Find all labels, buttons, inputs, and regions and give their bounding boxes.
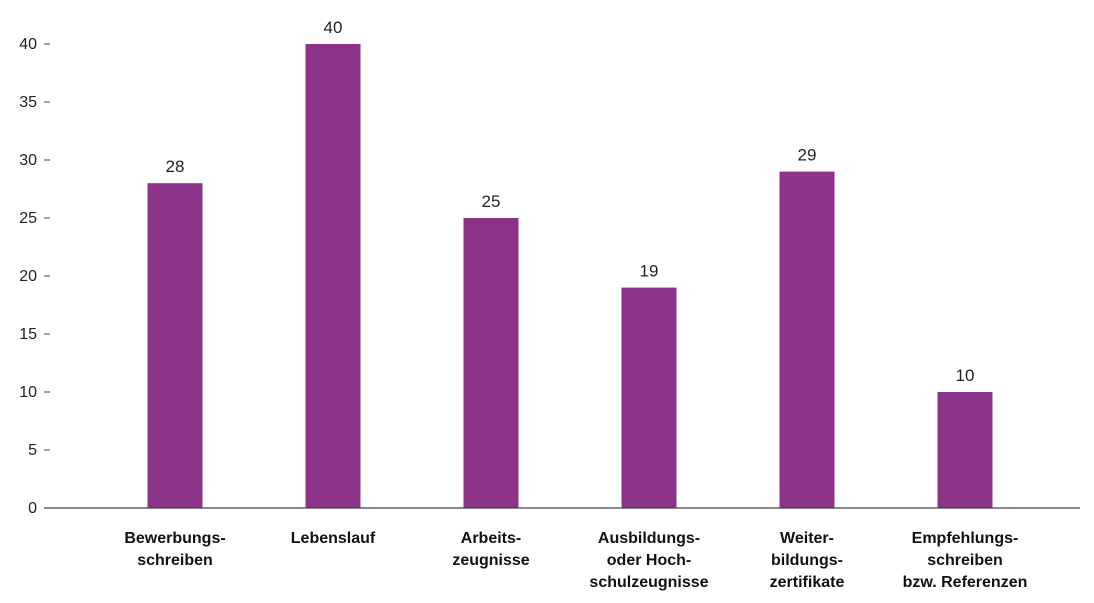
y-tick-label: 0	[28, 500, 37, 517]
category-label-line: Empfehlungs-	[912, 530, 1019, 547]
category-label-line: Weiter-	[780, 530, 834, 547]
y-tick-label: 30	[19, 152, 37, 169]
y-tick-label: 25	[19, 210, 37, 227]
y-tick-label: 10	[19, 384, 37, 401]
category-label: Weiter-bildungs-zertifikate	[770, 530, 845, 591]
category-label: Arbeits-zeugnisse	[452, 530, 529, 569]
category-label-line: schreiben	[137, 552, 213, 569]
category-label-line: schulzeugnisse	[589, 574, 708, 591]
data-label: 29	[798, 146, 817, 165]
bar	[621, 287, 677, 508]
category-label: Bewerbungs-schreiben	[124, 530, 225, 569]
category-label: Lebenslauf	[291, 530, 376, 547]
data-label: 19	[640, 262, 659, 281]
category-label-line: zeugnisse	[452, 552, 529, 569]
data-label: 25	[482, 192, 501, 211]
category-label-line: Arbeits-	[461, 530, 521, 547]
bar	[305, 44, 361, 508]
bar	[147, 183, 203, 508]
bar	[937, 392, 993, 508]
category-labels: Bewerbungs-schreiben Lebenslauf Arbeits-ze…	[124, 530, 1027, 591]
data-labels: 28 40 25 19 29 10	[166, 18, 975, 385]
category-label-line: oder Hoch-	[607, 552, 691, 569]
category-label: Ausbildungs-oder Hoch-schulzeugnisse	[589, 530, 708, 591]
category-label-line: Lebenslauf	[291, 530, 376, 547]
bars	[147, 44, 993, 508]
data-label: 28	[166, 157, 185, 176]
category-label: Empfehlungs-schreiben bzw. Referenzen	[903, 530, 1028, 591]
category-label-line: bzw. Referenzen	[903, 574, 1028, 591]
bar	[463, 218, 519, 508]
category-label-line: Bewerbungs-	[124, 530, 225, 547]
y-tick-label: 35	[19, 94, 37, 111]
data-label: 10	[956, 366, 975, 385]
y-tick-label: 40	[19, 36, 37, 53]
y-tick-label: 20	[19, 268, 37, 285]
category-label-line: schreiben	[927, 552, 1003, 569]
y-axis: 0 5 10 15 20 25 30 35 40	[19, 36, 50, 517]
data-label: 40	[324, 18, 343, 37]
bar	[779, 171, 835, 508]
y-tick-label: 15	[19, 326, 37, 343]
category-label-line: bildungs-	[771, 552, 843, 569]
y-tick-label: 5	[28, 442, 37, 459]
category-label-line: Ausbildungs-	[598, 530, 700, 547]
category-label-line: zertifikate	[770, 574, 845, 591]
